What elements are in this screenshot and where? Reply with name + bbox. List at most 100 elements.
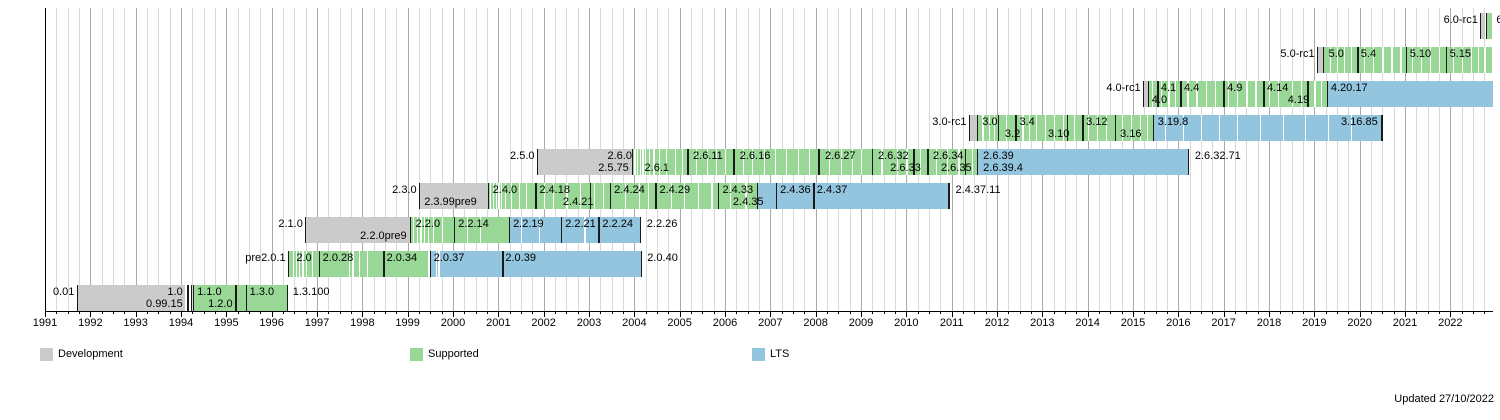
axis-tick: [180, 311, 182, 317]
axis-tick: [124, 311, 126, 314]
axis-tick: [362, 311, 364, 317]
version-label: 2.0.34: [386, 252, 418, 264]
minor-release-stripe: [420, 217, 422, 243]
version-label: 1.3.100: [292, 286, 330, 298]
version-label: 2.6.39: [983, 150, 1014, 162]
bar-segment-development: [77, 285, 186, 311]
minor-release-stripe: [840, 149, 842, 175]
gridline: [90, 8, 92, 311]
version-label: 2.2.14: [458, 218, 489, 230]
minor-release-stripe: [684, 183, 686, 209]
version-mark: [589, 183, 592, 209]
version-label: 3.0: [982, 116, 998, 128]
minor-release-stripe: [786, 149, 788, 175]
version-label: 2.6.32.71: [1194, 150, 1241, 162]
axis-tick: [770, 311, 772, 317]
axis-tick: [1484, 311, 1486, 314]
version-label: 2.0.39: [505, 252, 536, 264]
minor-release-stripe: [1411, 47, 1413, 73]
minor-release-stripe: [1096, 115, 1098, 141]
axis-tick: [1132, 311, 1134, 317]
minor-release-stripe: [593, 183, 595, 209]
version-label: 2.6.39.4: [983, 161, 1023, 174]
minor-release-stripe: [504, 183, 506, 209]
minor-release-stripe: [1477, 47, 1479, 73]
axis-tick: [634, 311, 636, 317]
axis-year-label: 2018: [1256, 317, 1282, 329]
minor-release-stripe: [1300, 81, 1302, 107]
bar-segment-supported: [287, 251, 429, 277]
axis-tick: [1155, 311, 1157, 314]
minor-release-stripe: [1259, 115, 1262, 141]
gridline: [124, 8, 126, 311]
axis-tick: [1291, 311, 1293, 314]
axis-tick: [1008, 311, 1010, 314]
axis-tick: [112, 311, 114, 314]
minor-release-stripe: [1305, 115, 1307, 141]
axis-tick: [1302, 311, 1304, 314]
axis-tick: [384, 311, 386, 314]
version-label: 2.4.18: [539, 184, 570, 196]
axis-tick: [214, 311, 216, 314]
version-label: 2.2.26: [646, 218, 678, 230]
minor-release-stripe: [1278, 81, 1280, 107]
gridline: [464, 8, 466, 311]
version-label: 2.6.27: [824, 150, 856, 162]
minor-release-stripe: [543, 183, 545, 209]
minor-release-stripe: [1214, 81, 1216, 107]
minor-release-stripe: [298, 251, 301, 277]
minor-release-stripe: [358, 251, 360, 277]
gridline: [1416, 8, 1418, 311]
axis-tick: [45, 311, 46, 317]
axis-tick: [248, 311, 250, 314]
version-mark: [1015, 115, 1017, 141]
minor-release-stripe: [1461, 47, 1463, 73]
version-label: 3.2: [1004, 127, 1021, 140]
version-label: 3.4: [1019, 116, 1035, 128]
minor-release-stripe: [432, 217, 434, 243]
gridline: [350, 8, 352, 311]
version-label: 4.0: [1151, 93, 1168, 106]
axis-tick: [226, 311, 228, 317]
axis-tick: [1098, 311, 1100, 314]
minor-release-stripe: [697, 183, 699, 209]
minor-release-stripe: [881, 149, 883, 175]
axis-tick: [600, 311, 602, 314]
gridline: [452, 8, 454, 311]
minor-release-stripe: [670, 183, 672, 209]
axis-tick: [996, 311, 998, 317]
axis-tick: [656, 311, 658, 314]
axis-tick: [1404, 311, 1406, 317]
version-label: 4.19: [1287, 93, 1310, 106]
y-axis-line: [45, 8, 46, 311]
gridline: [520, 8, 522, 311]
gridline: [226, 8, 228, 311]
axis-tick: [781, 311, 783, 314]
gridline: [328, 8, 330, 311]
axis-tick: [849, 311, 851, 314]
minor-release-stripe: [1152, 81, 1154, 107]
gridline: [1461, 8, 1463, 311]
minor-release-stripe: [311, 251, 313, 277]
minor-release-stripe: [352, 251, 354, 277]
axis-tick: [985, 311, 987, 314]
axis-tick: [1166, 311, 1168, 314]
gridline: [1472, 8, 1474, 311]
version-label: 2.5.75: [598, 161, 629, 174]
version-label: 5.0-rc1: [1280, 48, 1315, 60]
minor-release-stripe: [1336, 47, 1339, 73]
version-mark: [1114, 115, 1117, 141]
version-label: 2.0.28: [322, 252, 354, 264]
gridline: [1257, 8, 1259, 311]
gridline: [1450, 8, 1452, 311]
version-label: 4.14: [1266, 82, 1289, 94]
version-label: 3.10: [1047, 127, 1070, 140]
version-label: 2.3.0: [392, 184, 417, 196]
axis-year-label: 1992: [78, 317, 103, 329]
axis-tick: [951, 311, 953, 317]
axis-tick: [328, 311, 330, 314]
version-label: 2.2.21: [565, 218, 596, 230]
version-mark: [1082, 115, 1084, 141]
axis-tick: [1461, 311, 1463, 314]
